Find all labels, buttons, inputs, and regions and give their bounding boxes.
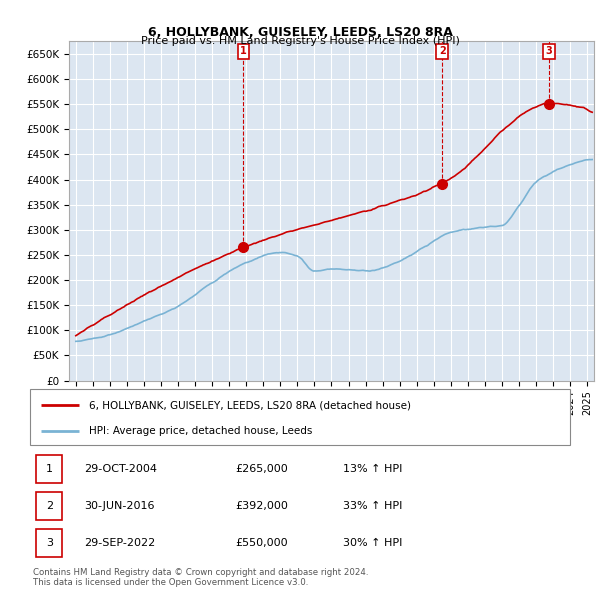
Text: Price paid vs. HM Land Registry's House Price Index (HPI): Price paid vs. HM Land Registry's House … <box>140 37 460 46</box>
Text: 6, HOLLYBANK, GUISELEY, LEEDS, LS20 8RA (detached house): 6, HOLLYBANK, GUISELEY, LEEDS, LS20 8RA … <box>89 400 412 410</box>
Text: 3: 3 <box>46 537 53 548</box>
Text: 13% ↑ HPI: 13% ↑ HPI <box>343 464 403 474</box>
FancyBboxPatch shape <box>37 492 62 520</box>
Text: 1: 1 <box>46 464 53 474</box>
Text: 1: 1 <box>240 47 247 57</box>
Text: 2: 2 <box>46 501 53 511</box>
Text: 6, HOLLYBANK, GUISELEY, LEEDS, LS20 8RA: 6, HOLLYBANK, GUISELEY, LEEDS, LS20 8RA <box>148 26 452 39</box>
Text: £392,000: £392,000 <box>235 501 288 511</box>
FancyBboxPatch shape <box>37 455 62 483</box>
Text: 30% ↑ HPI: 30% ↑ HPI <box>343 537 403 548</box>
FancyBboxPatch shape <box>37 529 62 556</box>
Text: HPI: Average price, detached house, Leeds: HPI: Average price, detached house, Leed… <box>89 427 313 437</box>
FancyBboxPatch shape <box>30 389 570 445</box>
Text: 33% ↑ HPI: 33% ↑ HPI <box>343 501 403 511</box>
Text: Contains HM Land Registry data © Crown copyright and database right 2024.
This d: Contains HM Land Registry data © Crown c… <box>33 568 368 587</box>
Text: 2: 2 <box>439 47 446 57</box>
Text: 29-OCT-2004: 29-OCT-2004 <box>84 464 157 474</box>
Text: £265,000: £265,000 <box>235 464 288 474</box>
Text: £550,000: £550,000 <box>235 537 288 548</box>
Text: 29-SEP-2022: 29-SEP-2022 <box>84 537 155 548</box>
Text: 3: 3 <box>545 47 552 57</box>
Text: 30-JUN-2016: 30-JUN-2016 <box>84 501 155 511</box>
